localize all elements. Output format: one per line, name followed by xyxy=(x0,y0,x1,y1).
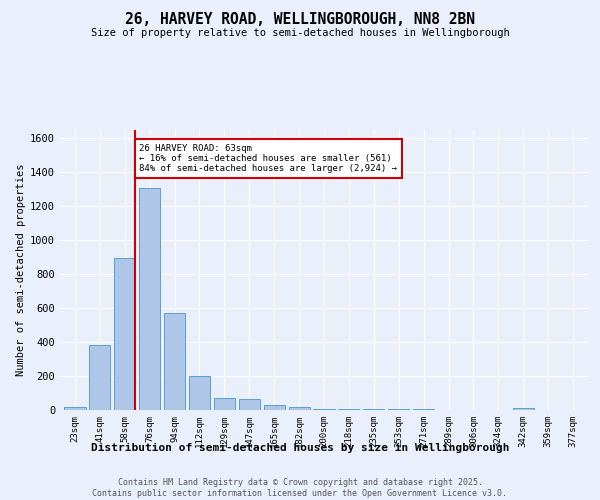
Bar xyxy=(313,409,335,410)
Bar xyxy=(64,406,86,410)
Text: Size of property relative to semi-detached houses in Wellingborough: Size of property relative to semi-detach… xyxy=(91,28,509,38)
Text: 26, HARVEY ROAD, WELLINGBOROUGH, NN8 2BN: 26, HARVEY ROAD, WELLINGBOROUGH, NN8 2BN xyxy=(125,12,475,28)
Bar xyxy=(189,376,210,410)
Bar xyxy=(239,399,260,410)
Bar xyxy=(114,258,136,410)
Bar xyxy=(263,406,285,410)
Bar xyxy=(289,408,310,410)
Bar xyxy=(512,408,534,410)
Y-axis label: Number of semi-detached properties: Number of semi-detached properties xyxy=(16,164,26,376)
Bar xyxy=(164,314,185,410)
Text: Contains HM Land Registry data © Crown copyright and database right 2025.
Contai: Contains HM Land Registry data © Crown c… xyxy=(92,478,508,498)
Bar xyxy=(338,409,359,410)
Bar xyxy=(89,344,110,410)
Bar xyxy=(214,398,235,410)
Text: 26 HARVEY ROAD: 63sqm
← 16% of semi-detached houses are smaller (561)
84% of sem: 26 HARVEY ROAD: 63sqm ← 16% of semi-deta… xyxy=(139,144,397,174)
Bar xyxy=(139,188,160,410)
Text: Distribution of semi-detached houses by size in Wellingborough: Distribution of semi-detached houses by … xyxy=(91,442,509,452)
